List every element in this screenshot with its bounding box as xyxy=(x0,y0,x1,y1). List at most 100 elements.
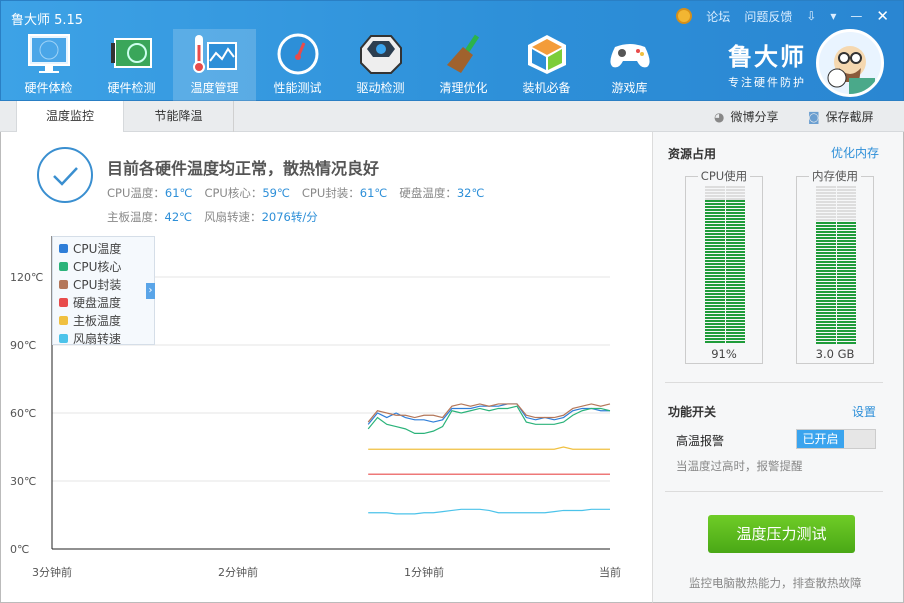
medal-icon[interactable] xyxy=(676,8,693,24)
y-tick-label: 30℃ xyxy=(10,475,36,488)
legend-item[interactable]: CPU封装 xyxy=(59,275,154,293)
nav-label: 硬件体检 xyxy=(24,81,73,95)
legend-item[interactable]: CPU核心 xyxy=(59,257,154,275)
weibo-icon: ◕ xyxy=(714,109,725,124)
legend-swatch xyxy=(59,243,68,253)
x-tick-label: 2分钟前 xyxy=(218,565,258,579)
legend-swatch xyxy=(59,297,68,307)
tab-bar: 温度监控 节能降温 ◕ 微博分享 ◙ 保存截屏 xyxy=(0,101,904,132)
y-tick-label: 60℃ xyxy=(10,407,36,420)
broom-icon xyxy=(441,33,487,75)
resources-title: 资源占用 xyxy=(668,147,717,161)
legend-item[interactable]: 风扇转速 xyxy=(59,329,154,347)
camera-icon: ◙ xyxy=(808,109,820,124)
nav-temperature[interactable]: 温度管理 xyxy=(173,29,256,101)
brand-logo: 鲁大师 专注硬件防护 xyxy=(728,43,806,89)
alarm-description: 当温度过高时，报警提醒 xyxy=(676,459,803,473)
nav-label: 清理优化 xyxy=(439,81,488,95)
speedometer-icon xyxy=(275,33,321,75)
thermometer-chart-icon xyxy=(192,33,238,75)
x-tick-label: 1分钟前 xyxy=(404,565,444,579)
legend-swatch xyxy=(59,261,68,271)
cpu-usage-meter: CPU使用 91% xyxy=(685,169,763,364)
disk-temp-value: 32℃ xyxy=(456,186,485,200)
fan-speed-value: 2076转/分 xyxy=(261,210,318,224)
y-tick-label: 90℃ xyxy=(10,339,36,352)
skin-icon[interactable]: ⇩ xyxy=(806,9,817,23)
nav-cleanup[interactable]: 清理优化 xyxy=(422,29,505,101)
nav-essentials[interactable]: 装机必备 xyxy=(505,29,588,101)
cpu-usage-label: CPU使用 xyxy=(697,169,751,183)
nav-performance[interactable]: 性能测试 xyxy=(256,29,339,101)
memory-usage-meter: 内存使用 3.0 GB xyxy=(796,169,874,364)
main-nav: 硬件体检 硬件检测 温度管理 性能测试 驱动检测 清理优化 装机必备 游戏库 xyxy=(7,29,671,101)
minimize-button[interactable]: — xyxy=(850,9,863,23)
legend-label: 风扇转速 xyxy=(73,331,122,346)
legend-swatch xyxy=(59,333,68,343)
divider xyxy=(665,382,883,383)
divider xyxy=(665,491,883,492)
board-temp-value: 42℃ xyxy=(164,210,193,224)
series-line-风扇转速 xyxy=(368,508,610,515)
monitor-radar-icon xyxy=(26,33,72,75)
reading-label: CPU温度： xyxy=(107,186,165,200)
nav-hardware-check[interactable]: 硬件体检 xyxy=(7,29,90,101)
x-tick-label: 当前 xyxy=(599,565,621,579)
feedback-link[interactable]: 问题反馈 xyxy=(744,9,793,24)
nav-hardware-detect[interactable]: 硬件检测 xyxy=(90,29,173,101)
legend-item[interactable]: 硬盘温度 xyxy=(59,293,154,311)
nav-label: 游戏库 xyxy=(611,81,648,95)
chart-legend: CPU温度 CPU核心 CPU封装硬盘温度主板温度风扇转速 xyxy=(52,236,155,347)
cpu-core-value: 59℃ xyxy=(262,186,290,200)
legend-item[interactable]: 主板温度 xyxy=(59,311,154,329)
x-tick-label: 3分钟前 xyxy=(32,565,72,579)
nav-games[interactable]: 游戏库 xyxy=(588,29,671,101)
legend-label: 主板温度 xyxy=(73,313,122,328)
high-temp-alarm-label: 高温报警 xyxy=(676,434,725,448)
forum-link[interactable]: 论坛 xyxy=(706,9,731,24)
nav-label: 装机必备 xyxy=(522,81,571,95)
header: 鲁大师 5.15 论坛 问题反馈 ⇩ ▾ — ✕ 硬件体检 硬件检测 温度管理 … xyxy=(0,0,904,101)
legend-swatch xyxy=(59,315,68,325)
settings-link[interactable]: 设置 xyxy=(852,405,877,419)
optimize-memory-link[interactable]: 优化内存 xyxy=(831,146,880,160)
menu-dropdown-icon[interactable]: ▾ xyxy=(830,9,837,23)
series-line-主板温度 xyxy=(368,446,610,450)
series-line-CPU核心 xyxy=(367,405,611,434)
nav-label: 驱动检测 xyxy=(356,81,405,95)
memory-usage-value: 3.0 GB xyxy=(815,347,855,361)
legend-label: CPU核心 xyxy=(73,259,122,274)
tab-temperature-monitor[interactable]: 温度监控 xyxy=(16,101,124,132)
temperature-readings: CPU温度：61℃ CPU核心：59℃ CPU封装：61℃ 硬盘温度：32℃ 主板温度… xyxy=(107,181,527,229)
gamepad-icon xyxy=(607,33,653,75)
legend-label: CPU封装 xyxy=(73,277,122,292)
nav-label: 温度管理 xyxy=(190,81,239,95)
reading-label: CPU核心： xyxy=(204,186,263,200)
app-title: 鲁大师 5.15 xyxy=(11,13,84,28)
graphics-card-icon xyxy=(109,33,155,75)
reading-label: 主板温度： xyxy=(107,210,165,224)
nav-driver[interactable]: 驱动检测 xyxy=(339,29,422,101)
save-screenshot-button[interactable]: 保存截屏 xyxy=(825,110,874,124)
legend-label: 硬盘温度 xyxy=(73,295,122,310)
high-temp-alarm-toggle[interactable]: 已开启 xyxy=(796,429,876,449)
series-line-CPU温度 xyxy=(367,403,610,425)
nav-label: 硬件检测 xyxy=(107,81,156,95)
avatar[interactable] xyxy=(816,29,884,97)
close-button[interactable]: ✕ xyxy=(876,7,889,25)
nav-label: 性能测试 xyxy=(273,81,322,95)
reading-label: 风扇转速： xyxy=(204,210,262,224)
legend-collapse-button[interactable]: › xyxy=(146,283,155,299)
check-circle-icon xyxy=(37,147,93,203)
weibo-share-button[interactable]: 微博分享 xyxy=(730,110,779,124)
stress-test-button[interactable]: 温度压力测试 xyxy=(708,515,855,553)
features-title: 功能开关 xyxy=(668,405,717,419)
y-tick-label: 120℃ xyxy=(10,271,43,284)
legend-item[interactable]: CPU温度 xyxy=(59,239,154,257)
cpu-temp-value: 61℃ xyxy=(164,186,193,200)
tab-energy-saving[interactable]: 节能降温 xyxy=(124,101,234,132)
toggle-state: 已开启 xyxy=(797,430,844,448)
reading-label: 硬盘温度： xyxy=(399,186,457,200)
temperature-chart: 0℃ 30℃ 60℃ 90℃ 120℃ 3分钟前 2分钟前 1分钟前 当前 xyxy=(10,236,621,579)
box-cube-icon xyxy=(524,33,570,75)
